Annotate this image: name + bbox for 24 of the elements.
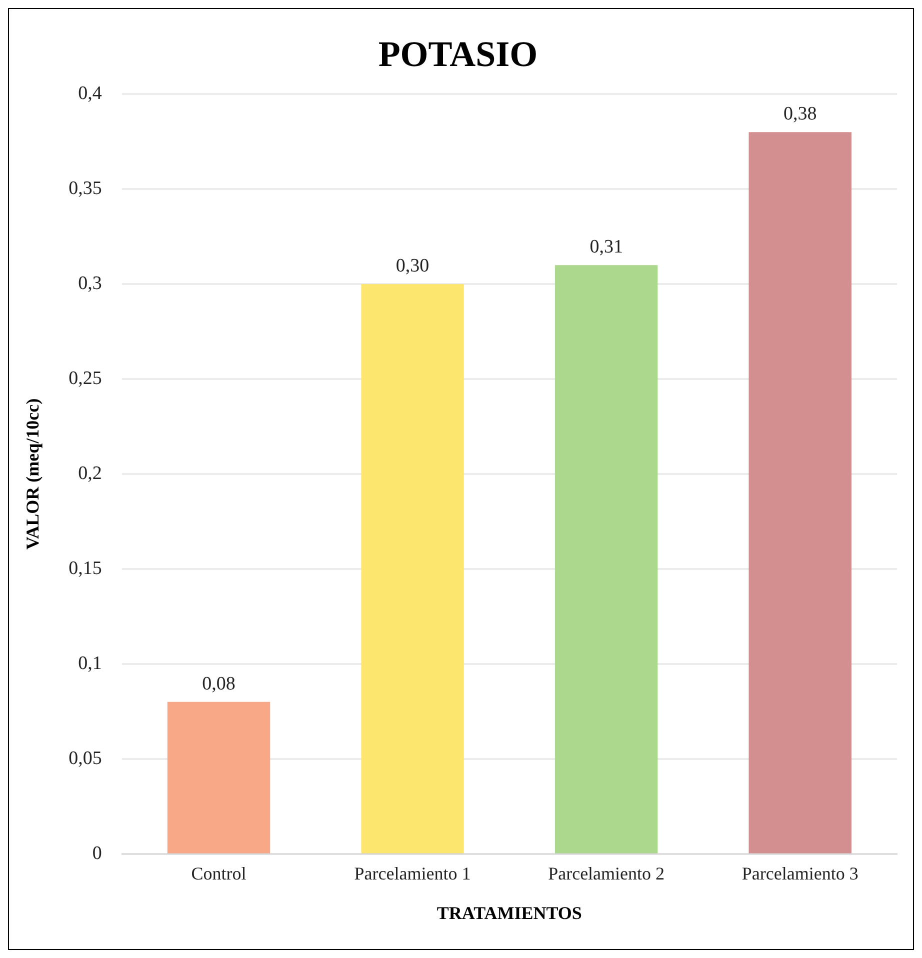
data-label: 0,38 xyxy=(783,104,817,125)
y-tick-label: 0,25 xyxy=(68,368,102,390)
y-tick-label: 0,4 xyxy=(78,83,102,104)
data-label: 0,08 xyxy=(202,673,236,694)
y-tick-label: 0,3 xyxy=(78,273,102,294)
x-axis-title: TRATAMIENTOS xyxy=(436,902,582,923)
y-tick-label: 0 xyxy=(92,842,102,864)
chart-title: POTASIO xyxy=(378,34,538,74)
data-label: 0,31 xyxy=(590,236,623,258)
bar xyxy=(554,265,658,854)
data-label: 0,30 xyxy=(396,256,430,277)
x-tick-label: Parcelamiento 3 xyxy=(742,863,858,884)
x-tick-label: Parcelamiento 2 xyxy=(548,863,665,884)
bar xyxy=(748,132,852,854)
y-tick-label: 0,05 xyxy=(68,748,102,769)
bar xyxy=(167,702,270,854)
y-tick-label: 0,35 xyxy=(68,178,102,200)
bar xyxy=(361,284,464,854)
y-tick-label: 0,2 xyxy=(78,462,102,484)
x-tick-label: Parcelamiento 1 xyxy=(354,863,471,884)
y-tick-label: 0,15 xyxy=(68,558,102,579)
y-tick-label: 0,1 xyxy=(78,652,102,674)
y-axis-title: VALOR (meq/10cc) xyxy=(22,398,42,550)
x-tick-label: Control xyxy=(191,863,246,884)
